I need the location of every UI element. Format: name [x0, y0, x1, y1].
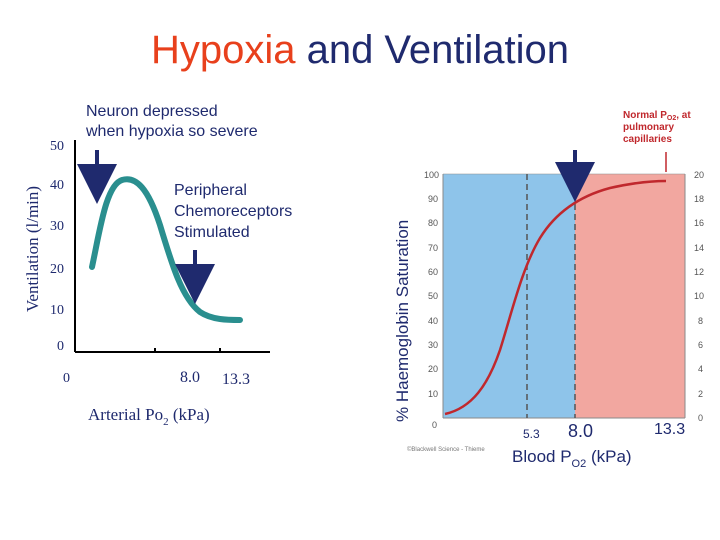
left-y-tick: 0	[57, 339, 64, 354]
right-right-tick: 2	[698, 389, 703, 399]
left-y-tick: 20	[50, 262, 64, 277]
left-x-tick: 8.0	[180, 369, 200, 386]
right-right-tick: 12	[694, 267, 704, 277]
right-x-tick-zero: 0	[432, 420, 437, 430]
annotation-neuron-depressed-line2: when hypoxia so severe	[85, 123, 258, 140]
page-title: Hypoxia and Ventilation	[0, 28, 720, 73]
annotation-neuron-depressed-line1: Neuron depressed	[86, 103, 218, 120]
left-chart: Ventilation (l/min) 50 40 30 20 10 0 0 8…	[23, 103, 292, 428]
pink-region	[575, 174, 685, 418]
left-y-tick: 40	[50, 178, 64, 193]
right-left-tick: 90	[428, 194, 438, 204]
right-left-tick: 20	[428, 364, 438, 374]
right-right-tick: 10	[694, 291, 704, 301]
left-x-tick: 0	[63, 371, 70, 386]
right-right-tick: 0	[698, 413, 703, 423]
left-y-tick: 10	[50, 303, 64, 318]
left-y-axis-label: Ventilation (l/min)	[23, 186, 42, 312]
right-left-tick: 70	[428, 243, 438, 253]
right-left-tick: 80	[428, 218, 438, 228]
right-left-tick: 60	[428, 267, 438, 277]
annotation-stimulated-line3: Stimulated	[174, 224, 250, 241]
right-chart: % Haemoglobin Saturation 100 90 80 70 60…	[393, 110, 704, 470]
right-right-tick: 18	[694, 194, 704, 204]
normal-po2-label-line1: Normal PO2, at	[623, 110, 691, 122]
oxygen-dissociation-curve	[444, 179, 667, 416]
right-right-tick: 14	[694, 243, 704, 253]
right-left-tick: 40	[428, 316, 438, 326]
left-y-tick: 50	[50, 139, 64, 154]
left-y-tick: 30	[50, 219, 64, 234]
right-left-tick: 30	[428, 340, 438, 350]
right-right-tick: 8	[698, 316, 703, 326]
right-right-tick: 20	[694, 170, 704, 180]
annotation-stimulated-line2: Chemoreceptors	[174, 203, 292, 220]
title-rest: and Ventilation	[295, 28, 570, 72]
right-x-tick: 8.0	[568, 421, 593, 441]
credit-text: ©Blackwell Science - Thieme	[407, 446, 485, 453]
left-x-tick: 13.3	[222, 371, 250, 388]
normal-po2-label-line2: pulmonary	[623, 122, 675, 133]
right-x-tick: 5.3	[523, 427, 540, 441]
right-y-axis-label: % Haemoglobin Saturation	[393, 220, 412, 422]
right-left-tick: 10	[428, 389, 438, 399]
annotation-stimulated-line1: Peripheral	[174, 182, 247, 199]
right-right-tick: 16	[694, 218, 704, 228]
blue-region	[443, 174, 575, 418]
right-left-tick: 50	[428, 291, 438, 301]
right-x-axis-label: Blood PO2 (kPa)	[512, 447, 632, 470]
right-right-tick: 4	[698, 364, 703, 374]
left-x-axis-label: Arterial Po2 (kPa)	[88, 405, 210, 428]
ventilation-curve	[89, 176, 243, 323]
normal-po2-label-line3: capillaries	[623, 134, 672, 145]
right-x-tick: 13.3	[654, 421, 685, 438]
right-right-tick: 6	[698, 340, 703, 350]
right-left-tick: 100	[424, 170, 439, 180]
title-hypoxia: Hypoxia	[150, 28, 296, 72]
